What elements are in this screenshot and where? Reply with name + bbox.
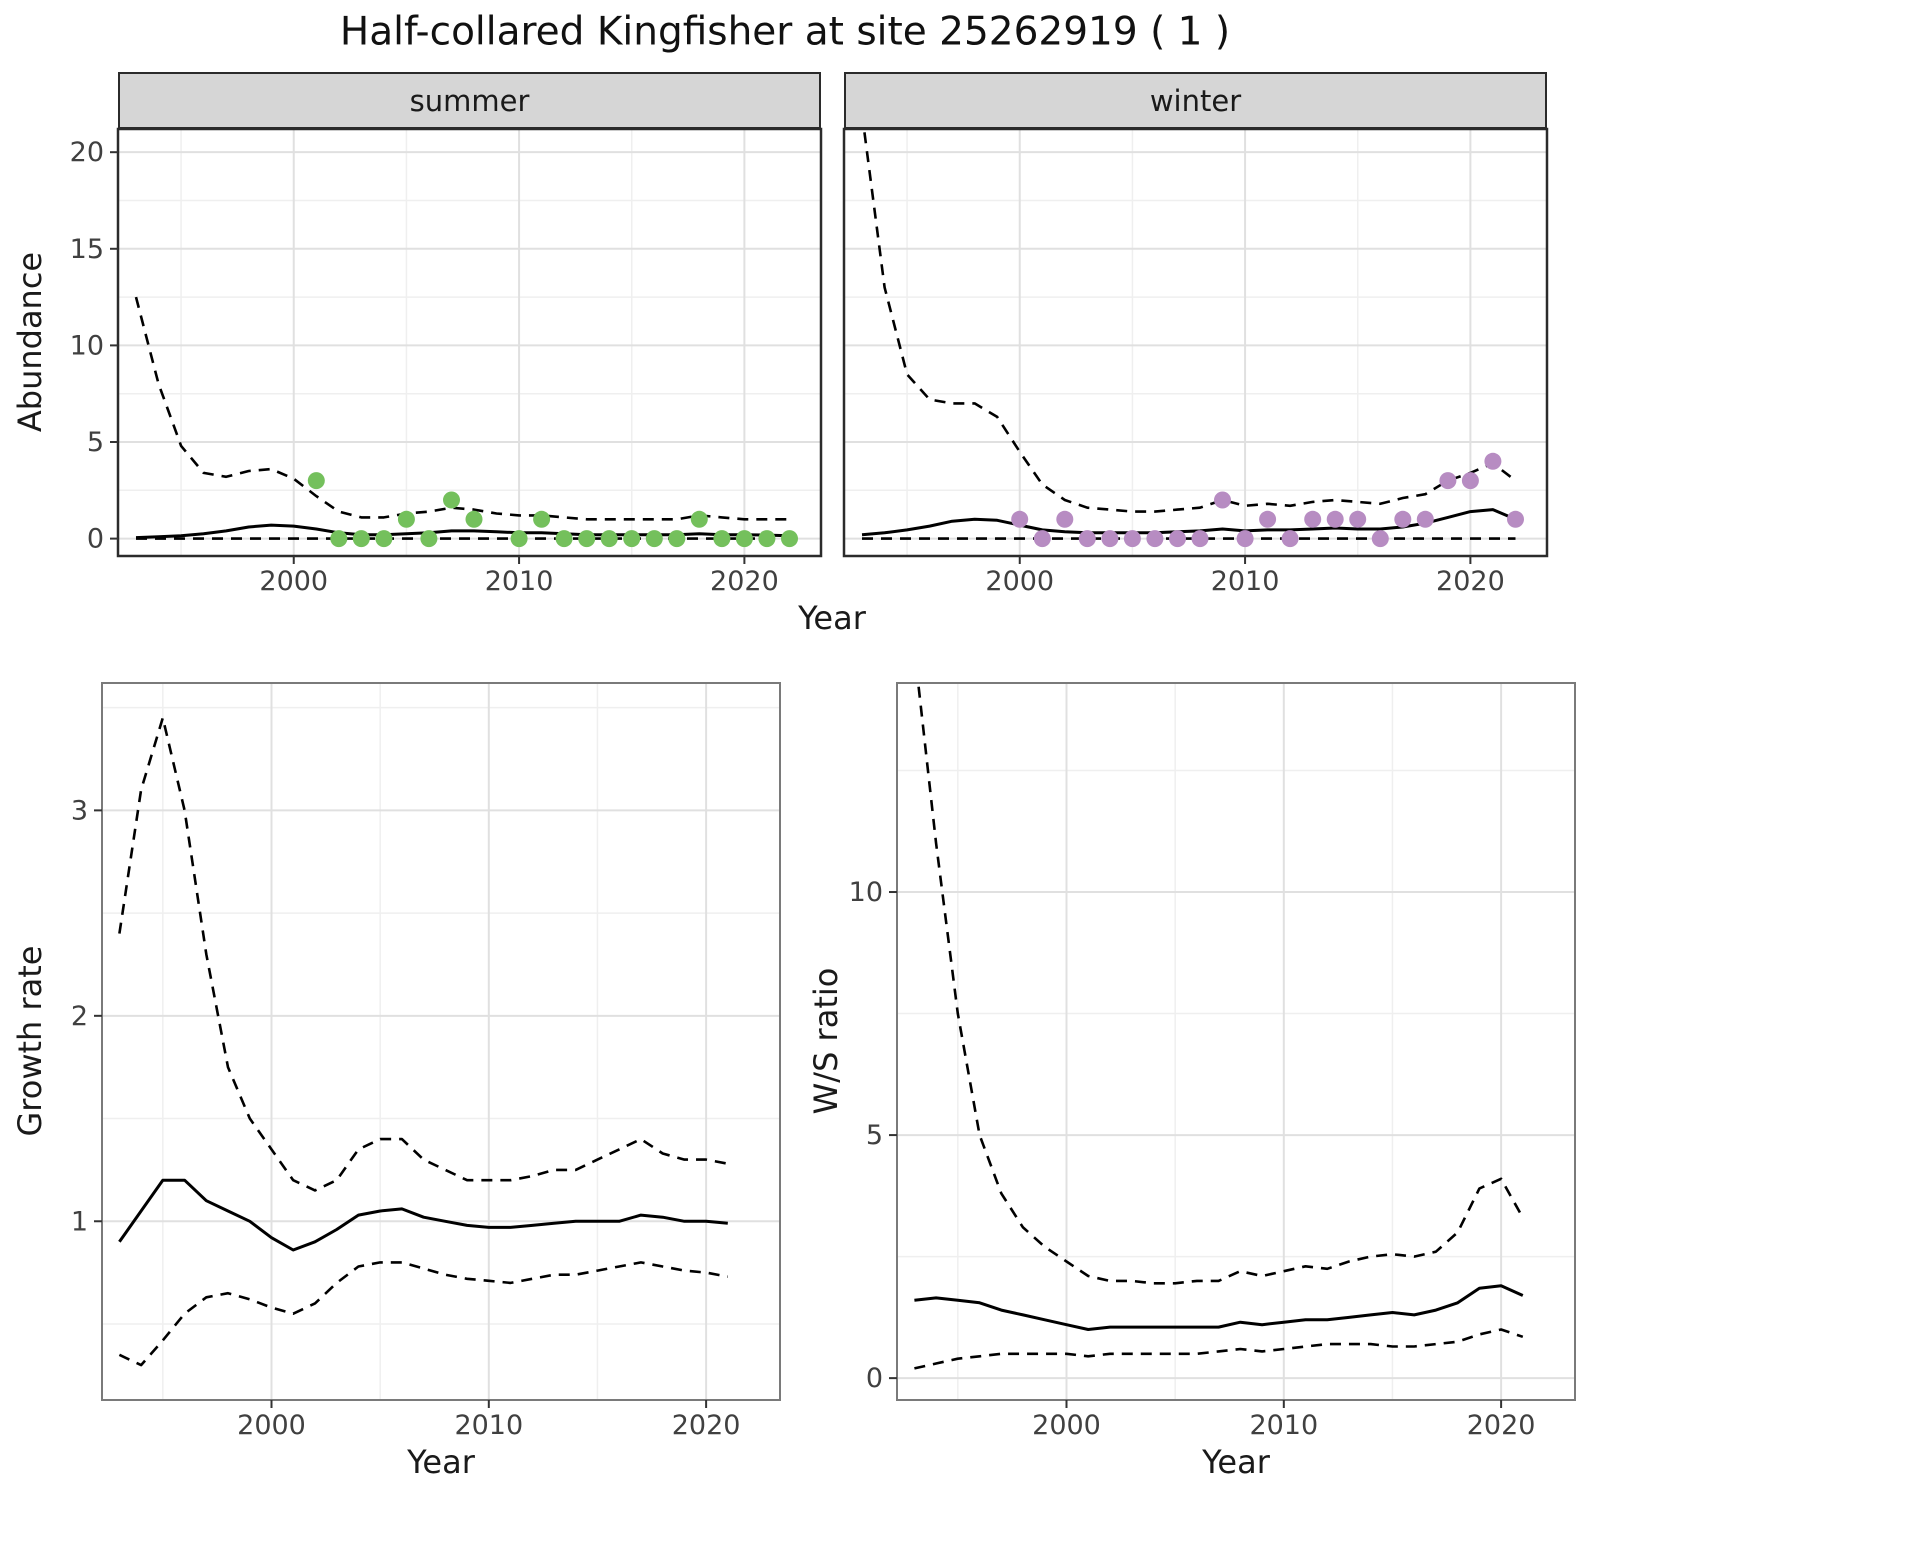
data-point [1416,510,1434,528]
data-point [1349,510,1367,528]
data-point [1484,452,1502,470]
data-point [668,530,686,548]
series-lower_95ci [118,1261,729,1367]
x-tick-label: 2020 [672,1410,741,1441]
data-point [375,530,393,548]
data-point [397,510,415,528]
data-point [1123,530,1141,548]
data-point [1214,491,1231,509]
y-axis-title-abundance: Abundance [11,251,49,433]
data-point [307,472,325,490]
x-tick-label: 2000 [985,566,1054,597]
x-tick-label: 2010 [454,1410,523,1441]
data-point [1326,510,1344,528]
chart-growth-rate: 2000 2010 2020 1 2 3 [71,682,781,1441]
y-tick-label: 0 [866,1363,883,1394]
data-point [352,530,370,548]
data-point [690,510,708,528]
data-point [510,530,528,548]
data-point [1507,510,1524,528]
facet-strip-winter: winter [844,72,1547,129]
data-point [781,530,798,548]
series-estimate [118,1178,728,1252]
data-point [1033,530,1051,548]
y-tick-label: 5 [87,427,104,458]
y-tick-label: 10 [70,330,104,361]
data-point [600,530,618,548]
data-point [1371,530,1389,548]
data-point [1259,510,1277,528]
data-point [735,530,753,548]
data-point [1281,530,1299,548]
data-point [1101,530,1119,548]
x-tick-label: 2000 [1032,1410,1101,1441]
data-point [1461,472,1479,490]
series-upper_95ci [134,296,790,521]
series-upper_95ci [118,716,729,1192]
facet-label-summer: summer [409,83,530,118]
data-point [1236,530,1254,548]
data-point [1394,510,1412,528]
x-tick-label: 2000 [259,566,328,597]
data-point [1191,530,1209,548]
data-point [645,530,663,548]
data-point [330,530,348,548]
series-upper_95ci [916,683,1524,1285]
y-tick-label: 3 [71,795,88,826]
y-tick-label: 2 [71,1001,88,1032]
page-title: Half-collared Kingfisher at site 2526291… [339,9,1231,55]
x-tick-label: 2020 [710,566,779,597]
chart-ws-ratio: 2000 2010 2020 0 5 10 [849,682,1576,1441]
data-point [1439,472,1457,490]
data-point [1056,510,1074,528]
data-point [443,491,460,509]
facet-label-winter: winter [1149,83,1242,118]
data-point [1169,530,1186,548]
data-point [555,530,573,548]
series-lower_95ci [914,1328,1524,1370]
y-tick-label: 10 [849,877,883,908]
x-tick-label: 2010 [485,566,554,597]
series-estimate [135,523,790,540]
chart-abundance-winter: 2000 2010 2020 [842,127,1549,597]
data-point [1146,530,1164,548]
y-tick-label: 0 [87,524,104,555]
chart-abundance-summer: 2000 2010 2020 0 5 10 15 20 [70,127,823,597]
data-point [1078,530,1096,548]
series-estimate [914,1284,1524,1331]
series-upper_95ci [862,129,1517,513]
y-tick-label: 15 [70,234,104,265]
y-tick-label: 20 [70,137,104,168]
x-tick-label: 2020 [1436,566,1505,597]
data-point [578,530,596,548]
data-point [758,530,776,548]
data-point [623,530,641,548]
facet-strip-summer: summer [118,72,821,129]
x-axis-title-ws-ratio: Year [1202,1443,1270,1481]
x-tick-label: 2020 [1467,1410,1536,1441]
x-axis-title-growth-rate: Year [407,1443,475,1481]
data-point [1304,510,1322,528]
y-axis-title-ws-ratio: W/S ratio [807,967,845,1115]
y-axis-title-growth-rate: Growth rate [11,945,49,1137]
data-point [465,510,483,528]
x-tick-label: 2000 [237,1410,306,1441]
data-point [420,530,438,548]
x-axis-title-top: Year [798,599,866,637]
data-point [713,530,731,548]
data-point [533,510,551,528]
x-tick-label: 2010 [1211,566,1280,597]
y-tick-label: 5 [866,1120,883,1151]
data-point [1011,510,1029,528]
y-tick-label: 1 [71,1206,88,1237]
x-tick-label: 2010 [1249,1410,1318,1441]
